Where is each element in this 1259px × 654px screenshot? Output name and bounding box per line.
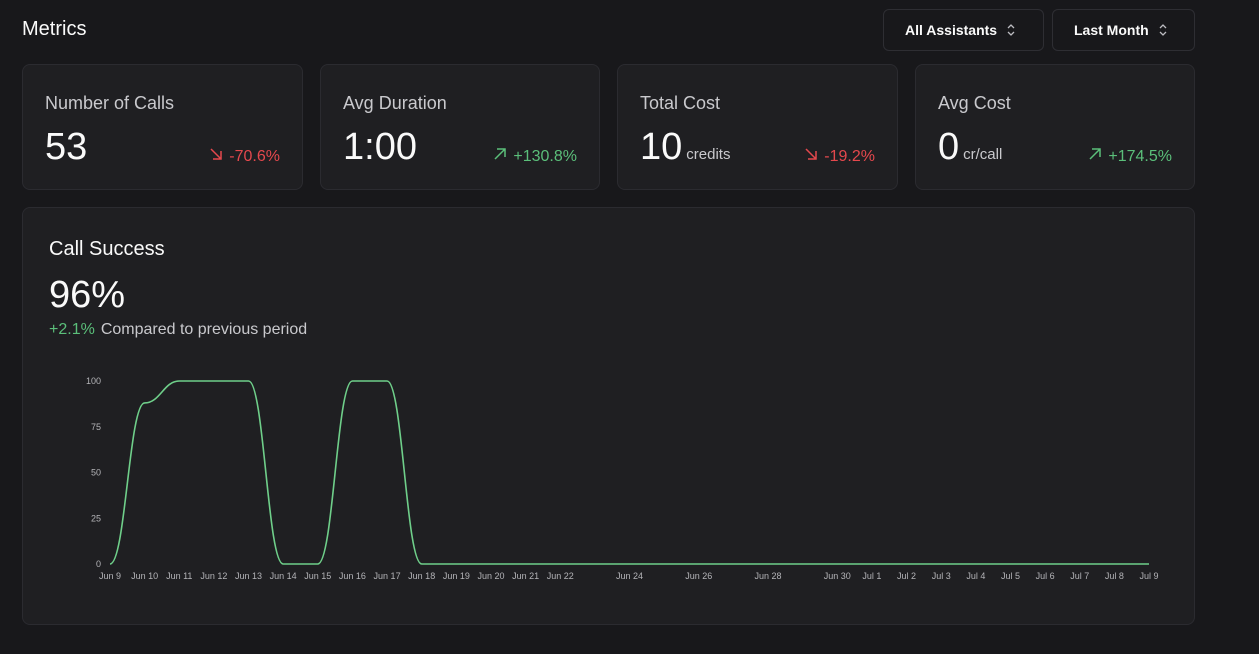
- x-tick-label: Jun 13: [235, 571, 262, 581]
- card-delta: -70.6%: [209, 147, 280, 166]
- card-delta-value: -19.2%: [824, 147, 875, 165]
- x-tick-label: Jun 24: [616, 571, 643, 581]
- card-value: 10 credits: [640, 126, 731, 168]
- arrow-up-right-icon: [493, 147, 507, 166]
- call-success-value: 96%: [49, 274, 126, 316]
- x-tick-label: Jul 3: [932, 571, 951, 581]
- call-success-compare: +2.1% Compared to previous period: [49, 321, 307, 339]
- card-label: Avg Cost: [938, 93, 1011, 113]
- compare-text: Compared to previous period: [100, 321, 308, 338]
- x-tick-label: Jun 12: [200, 571, 227, 581]
- x-tick-label: Jun 16: [339, 571, 366, 581]
- arrow-up-right-icon: [1088, 147, 1102, 166]
- assistant-filter-select[interactable]: All Assistants: [883, 9, 1044, 51]
- x-tick-label: Jun 19: [443, 571, 470, 581]
- card-delta-value: +130.8%: [513, 147, 577, 165]
- x-tick-label: Jun 17: [374, 571, 401, 581]
- x-tick-label: Jun 26: [685, 571, 712, 581]
- card-avg-cost: Avg Cost 0 cr/call +174.5%: [915, 64, 1195, 190]
- x-tick-label: Jul 4: [966, 571, 985, 581]
- x-tick-label: Jun 10: [131, 571, 158, 581]
- x-tick-label: Jul 8: [1105, 571, 1124, 581]
- x-tick-label: Jun 18: [408, 571, 435, 581]
- x-tick-label: Jul 9: [1139, 571, 1158, 581]
- period-filter-label: Last Month: [1074, 22, 1149, 38]
- x-tick-label: Jun 15: [304, 571, 331, 581]
- card-delta: +174.5%: [1088, 147, 1172, 166]
- x-tick-label: Jul 2: [897, 571, 916, 581]
- card-avg-duration: Avg Duration 1:00 +130.8%: [320, 64, 600, 190]
- x-tick-label: Jun 30: [824, 571, 851, 581]
- series-line: [109, 380, 1149, 565]
- card-number-of-calls: Number of Calls 53 -70.6%: [22, 64, 303, 190]
- x-tick-label: Jun 20: [477, 571, 504, 581]
- x-tick-label: Jul 7: [1070, 571, 1089, 581]
- card-unit: cr/call: [963, 146, 1003, 163]
- y-tick-label: 50: [91, 468, 101, 478]
- card-delta: +130.8%: [493, 147, 577, 166]
- x-tick-label: Jun 21: [512, 571, 539, 581]
- x-tick-label: Jul 5: [1001, 571, 1020, 581]
- chevron-up-down-icon: [1159, 24, 1167, 36]
- page-title: Metrics: [22, 18, 87, 40]
- card-value: 0 cr/call: [938, 126, 1003, 168]
- arrow-down-right-icon: [209, 147, 223, 166]
- x-tick-label: Jul 1: [862, 571, 881, 581]
- card-label: Avg Duration: [343, 93, 447, 113]
- y-tick-label: 100: [86, 376, 101, 386]
- card-delta: -19.2%: [804, 147, 875, 166]
- call-success-chart: 0 25 50 75 100 Jun 9 Jun 10 Jun 11 Jun 12 Jun 13 J…: [86, 376, 1159, 581]
- assistant-filter-label: All Assistants: [905, 22, 998, 38]
- y-tick-label: 0: [96, 559, 101, 569]
- card-value: 53: [45, 126, 88, 168]
- y-tick-label: 25: [91, 513, 101, 523]
- card-label: Total Cost: [640, 93, 721, 113]
- x-tick-label: Jun 28: [755, 571, 782, 581]
- card-label: Number of Calls: [45, 93, 175, 113]
- x-tick-label: Jun 22: [547, 571, 574, 581]
- card-unit: credits: [686, 146, 731, 163]
- call-success-title: Call Success: [49, 238, 165, 260]
- card-delta-value: +174.5%: [1108, 147, 1172, 165]
- period-filter-select[interactable]: Last Month: [1052, 9, 1195, 51]
- card-delta-value: -70.6%: [229, 147, 280, 165]
- card-value: 1:00: [343, 126, 417, 168]
- arrow-down-right-icon: [804, 147, 818, 166]
- call-success-panel: Call Success 96% +2.1% Compared to previo…: [22, 207, 1195, 625]
- x-tick-label: Jun 14: [270, 571, 297, 581]
- card-total-cost: Total Cost 10 credits -19.2%: [617, 64, 898, 190]
- call-success-change: +2.1%: [49, 321, 95, 338]
- x-tick-label: Jun 11: [166, 571, 192, 581]
- x-tick-label: Jul 6: [1036, 571, 1055, 581]
- x-tick-label: Jun 9: [99, 571, 121, 581]
- chevron-up-down-icon: [1007, 24, 1015, 36]
- y-tick-label: 75: [91, 422, 101, 432]
